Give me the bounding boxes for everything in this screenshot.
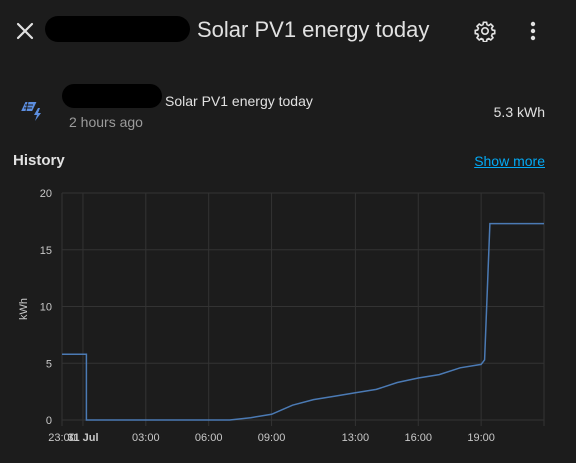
x-tick-label: 06:00 (195, 432, 223, 444)
y-tick-label: 10 (40, 302, 52, 314)
page-title: Solar PV1 energy today (197, 17, 430, 42)
x-tick-label: 16:00 (404, 432, 432, 444)
more-menu-button[interactable] (515, 13, 551, 49)
close-icon (16, 22, 34, 40)
y-axis-label: kWh (18, 298, 30, 320)
entity-name: Solar PV1 energy today (165, 93, 313, 109)
x-tick-label: 23:00 (48, 432, 76, 444)
x-tick-label: 03:00 (132, 432, 160, 444)
entity-row: Solar PV1 energy today 2 hours ago 5.3 k… (0, 78, 576, 138)
close-button[interactable] (7, 13, 43, 49)
show-more-link[interactable]: Show more (474, 153, 545, 169)
app-header: Solar PV1 energy today (0, 0, 576, 62)
x-tick-label: 19:00 (467, 432, 495, 444)
solar-power-icon (20, 98, 46, 129)
redacted-device-name (45, 16, 190, 42)
more-vertical-icon (530, 21, 536, 41)
gear-icon (474, 21, 496, 42)
y-tick-label: 0 (46, 415, 52, 427)
x-tick-label: 13:00 (342, 432, 370, 444)
series-line (62, 222, 544, 421)
y-axis-ticks: 0 5 10 15 20 (40, 188, 52, 427)
x-tick-label: 31 Jul (67, 432, 98, 444)
x-tick-label: 09:00 (258, 432, 286, 444)
history-title: History (13, 152, 65, 169)
settings-button[interactable] (467, 13, 503, 49)
entity-last-changed: 2 hours ago (69, 114, 143, 130)
y-tick-label: 5 (46, 358, 52, 370)
y-tick-label: 15 (40, 245, 52, 257)
chart-grid (61, 192, 545, 426)
y-tick-label: 20 (40, 188, 52, 200)
redacted-entity-prefix (62, 84, 162, 108)
entity-value: 5.3 kWh (493, 104, 545, 120)
